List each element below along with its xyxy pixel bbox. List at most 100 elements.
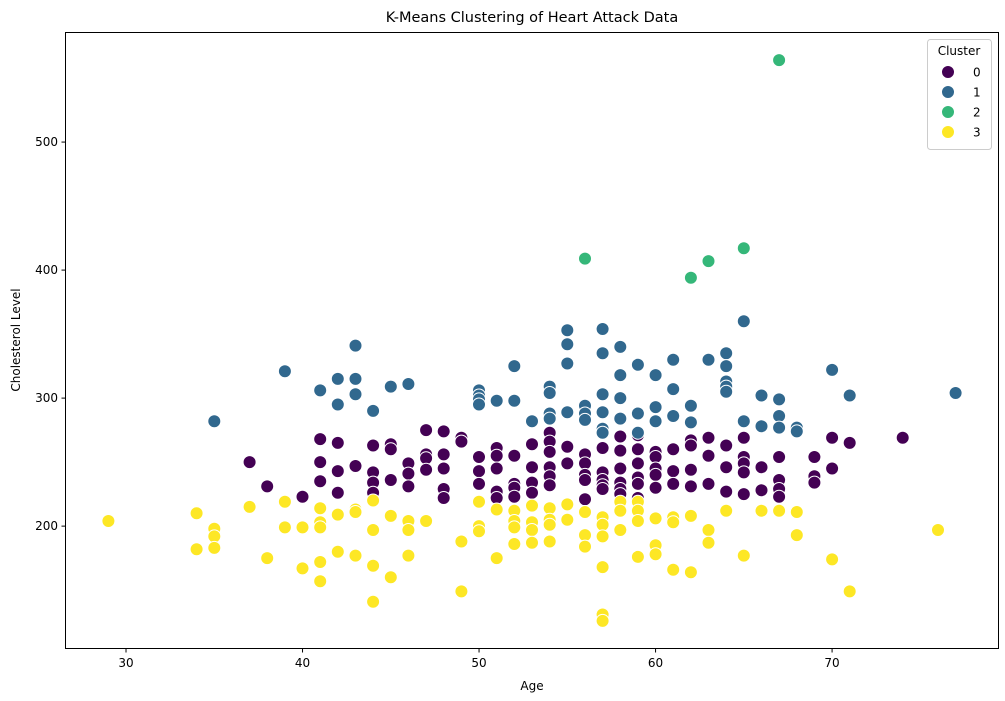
x-tick-label: 70 (824, 656, 839, 670)
data-point-cluster-1 (630, 425, 645, 440)
data-point-cluster-1 (701, 352, 716, 367)
data-point-cluster-1 (595, 346, 610, 361)
data-point-cluster-0 (595, 441, 610, 455)
data-point-cluster-0 (436, 461, 451, 476)
data-point-cluster-1 (542, 386, 557, 400)
data-point-cluster-2 (578, 251, 592, 266)
data-point-cluster-3 (348, 505, 363, 519)
data-point-cluster-3 (489, 551, 504, 566)
data-point-cluster-1 (648, 368, 663, 383)
data-point-cluster-0 (330, 435, 345, 450)
data-point-cluster-3 (277, 520, 292, 535)
data-point-cluster-0 (507, 448, 522, 463)
legend-label-cluster-3: 3 (973, 126, 981, 140)
data-point-cluster-3 (578, 505, 592, 519)
data-point-cluster-1 (207, 414, 222, 429)
data-point-cluster-1 (842, 388, 857, 403)
data-point-cluster-0 (313, 455, 328, 470)
data-point-cluster-3 (754, 503, 769, 518)
y-axis: 200 300 400 500 (35, 135, 66, 533)
data-point-cluster-0 (313, 474, 328, 489)
data-point-cluster-0 (736, 487, 751, 502)
data-point-cluster-3 (366, 594, 381, 609)
data-point-cluster-0 (630, 456, 645, 471)
data-point-cluster-1 (719, 346, 734, 361)
data-point-cluster-0 (630, 476, 645, 491)
data-point-cluster-1 (401, 377, 416, 391)
data-point-cluster-0 (719, 438, 734, 453)
data-point-cluster-0 (313, 432, 328, 447)
data-point-cluster-0 (436, 424, 451, 439)
data-point-cluster-1 (595, 405, 610, 420)
y-tick-label: 300 (35, 391, 58, 405)
data-point-cluster-3 (242, 499, 257, 514)
data-point-cluster-3 (383, 570, 398, 585)
data-point-cluster-3 (207, 540, 222, 555)
legend: Cluster 0 1 2 3 (927, 39, 992, 150)
data-point-cluster-0 (436, 447, 451, 462)
data-point-cluster-0 (507, 489, 522, 504)
data-point-cluster-3 (560, 512, 575, 527)
data-point-cluster-1 (719, 359, 734, 374)
data-point-cluster-3 (613, 503, 628, 518)
data-point-cluster-1 (719, 384, 734, 399)
data-point-cluster-3 (560, 497, 575, 512)
data-point-cluster-3 (189, 506, 204, 521)
data-point-cluster-3 (401, 523, 416, 537)
data-point-cluster-0 (525, 437, 539, 452)
x-axis-label: Age (520, 679, 543, 693)
data-point-cluster-3 (578, 539, 592, 554)
data-point-cluster-3 (295, 561, 310, 576)
data-point-cluster-3 (419, 514, 434, 528)
data-point-cluster-1 (383, 379, 398, 394)
data-point-cluster-3 (313, 555, 328, 569)
data-point-cluster-3 (472, 494, 486, 509)
data-point-cluster-0 (613, 461, 628, 476)
data-point-cluster-1 (595, 322, 610, 336)
x-axis: 30 40 50 60 70 (118, 648, 840, 670)
legend-marker-cluster-2 (941, 105, 955, 119)
data-point-cluster-3 (454, 584, 469, 599)
data-point-cluster-0 (719, 460, 734, 475)
data-point-cluster-0 (489, 461, 504, 476)
data-point-cluster-0 (666, 476, 681, 491)
data-point-cluster-0 (542, 478, 557, 493)
data-point-cluster-1 (630, 357, 645, 372)
data-point-cluster-3 (630, 514, 645, 528)
data-point-cluster-1 (330, 397, 345, 412)
data-point-cluster-3 (277, 494, 292, 509)
data-point-cluster-3 (595, 560, 610, 575)
data-point-cluster-1 (613, 411, 628, 426)
data-point-cluster-1 (595, 425, 610, 440)
legend-label-cluster-2: 2 (973, 106, 981, 120)
data-point-cluster-3 (507, 537, 522, 551)
data-point-cluster-0 (472, 476, 486, 491)
data-point-cluster-3 (313, 574, 328, 589)
data-point-cluster-0 (578, 473, 592, 487)
data-point-cluster-0 (701, 476, 716, 491)
data-point-cluster-0 (736, 430, 751, 445)
data-point-cluster-3 (666, 562, 681, 577)
data-point-cluster-3 (542, 534, 557, 549)
data-point-cluster-2 (683, 270, 698, 285)
data-point-cluster-0 (419, 423, 434, 438)
data-point-cluster-0 (648, 467, 663, 482)
data-point-cluster-3 (931, 523, 945, 537)
legend-marker-cluster-0 (941, 65, 955, 79)
data-point-cluster-0 (736, 465, 751, 480)
data-point-cluster-3 (683, 508, 698, 523)
data-point-cluster-0 (330, 485, 345, 500)
data-point-cluster-1 (542, 411, 557, 426)
data-point-cluster-0 (754, 460, 769, 475)
data-point-cluster-0 (383, 473, 398, 487)
data-point-cluster-3 (648, 547, 663, 562)
data-point-cluster-1 (578, 412, 592, 427)
data-point-cluster-3 (595, 613, 610, 628)
data-point-cluster-3 (454, 534, 469, 549)
data-point-cluster-3 (525, 535, 539, 550)
data-point-cluster-3 (401, 548, 416, 563)
data-point-cluster-1 (772, 392, 787, 407)
data-point-cluster-0 (772, 450, 787, 464)
data-point-cluster-0 (701, 430, 716, 445)
data-point-cluster-1 (772, 420, 787, 435)
